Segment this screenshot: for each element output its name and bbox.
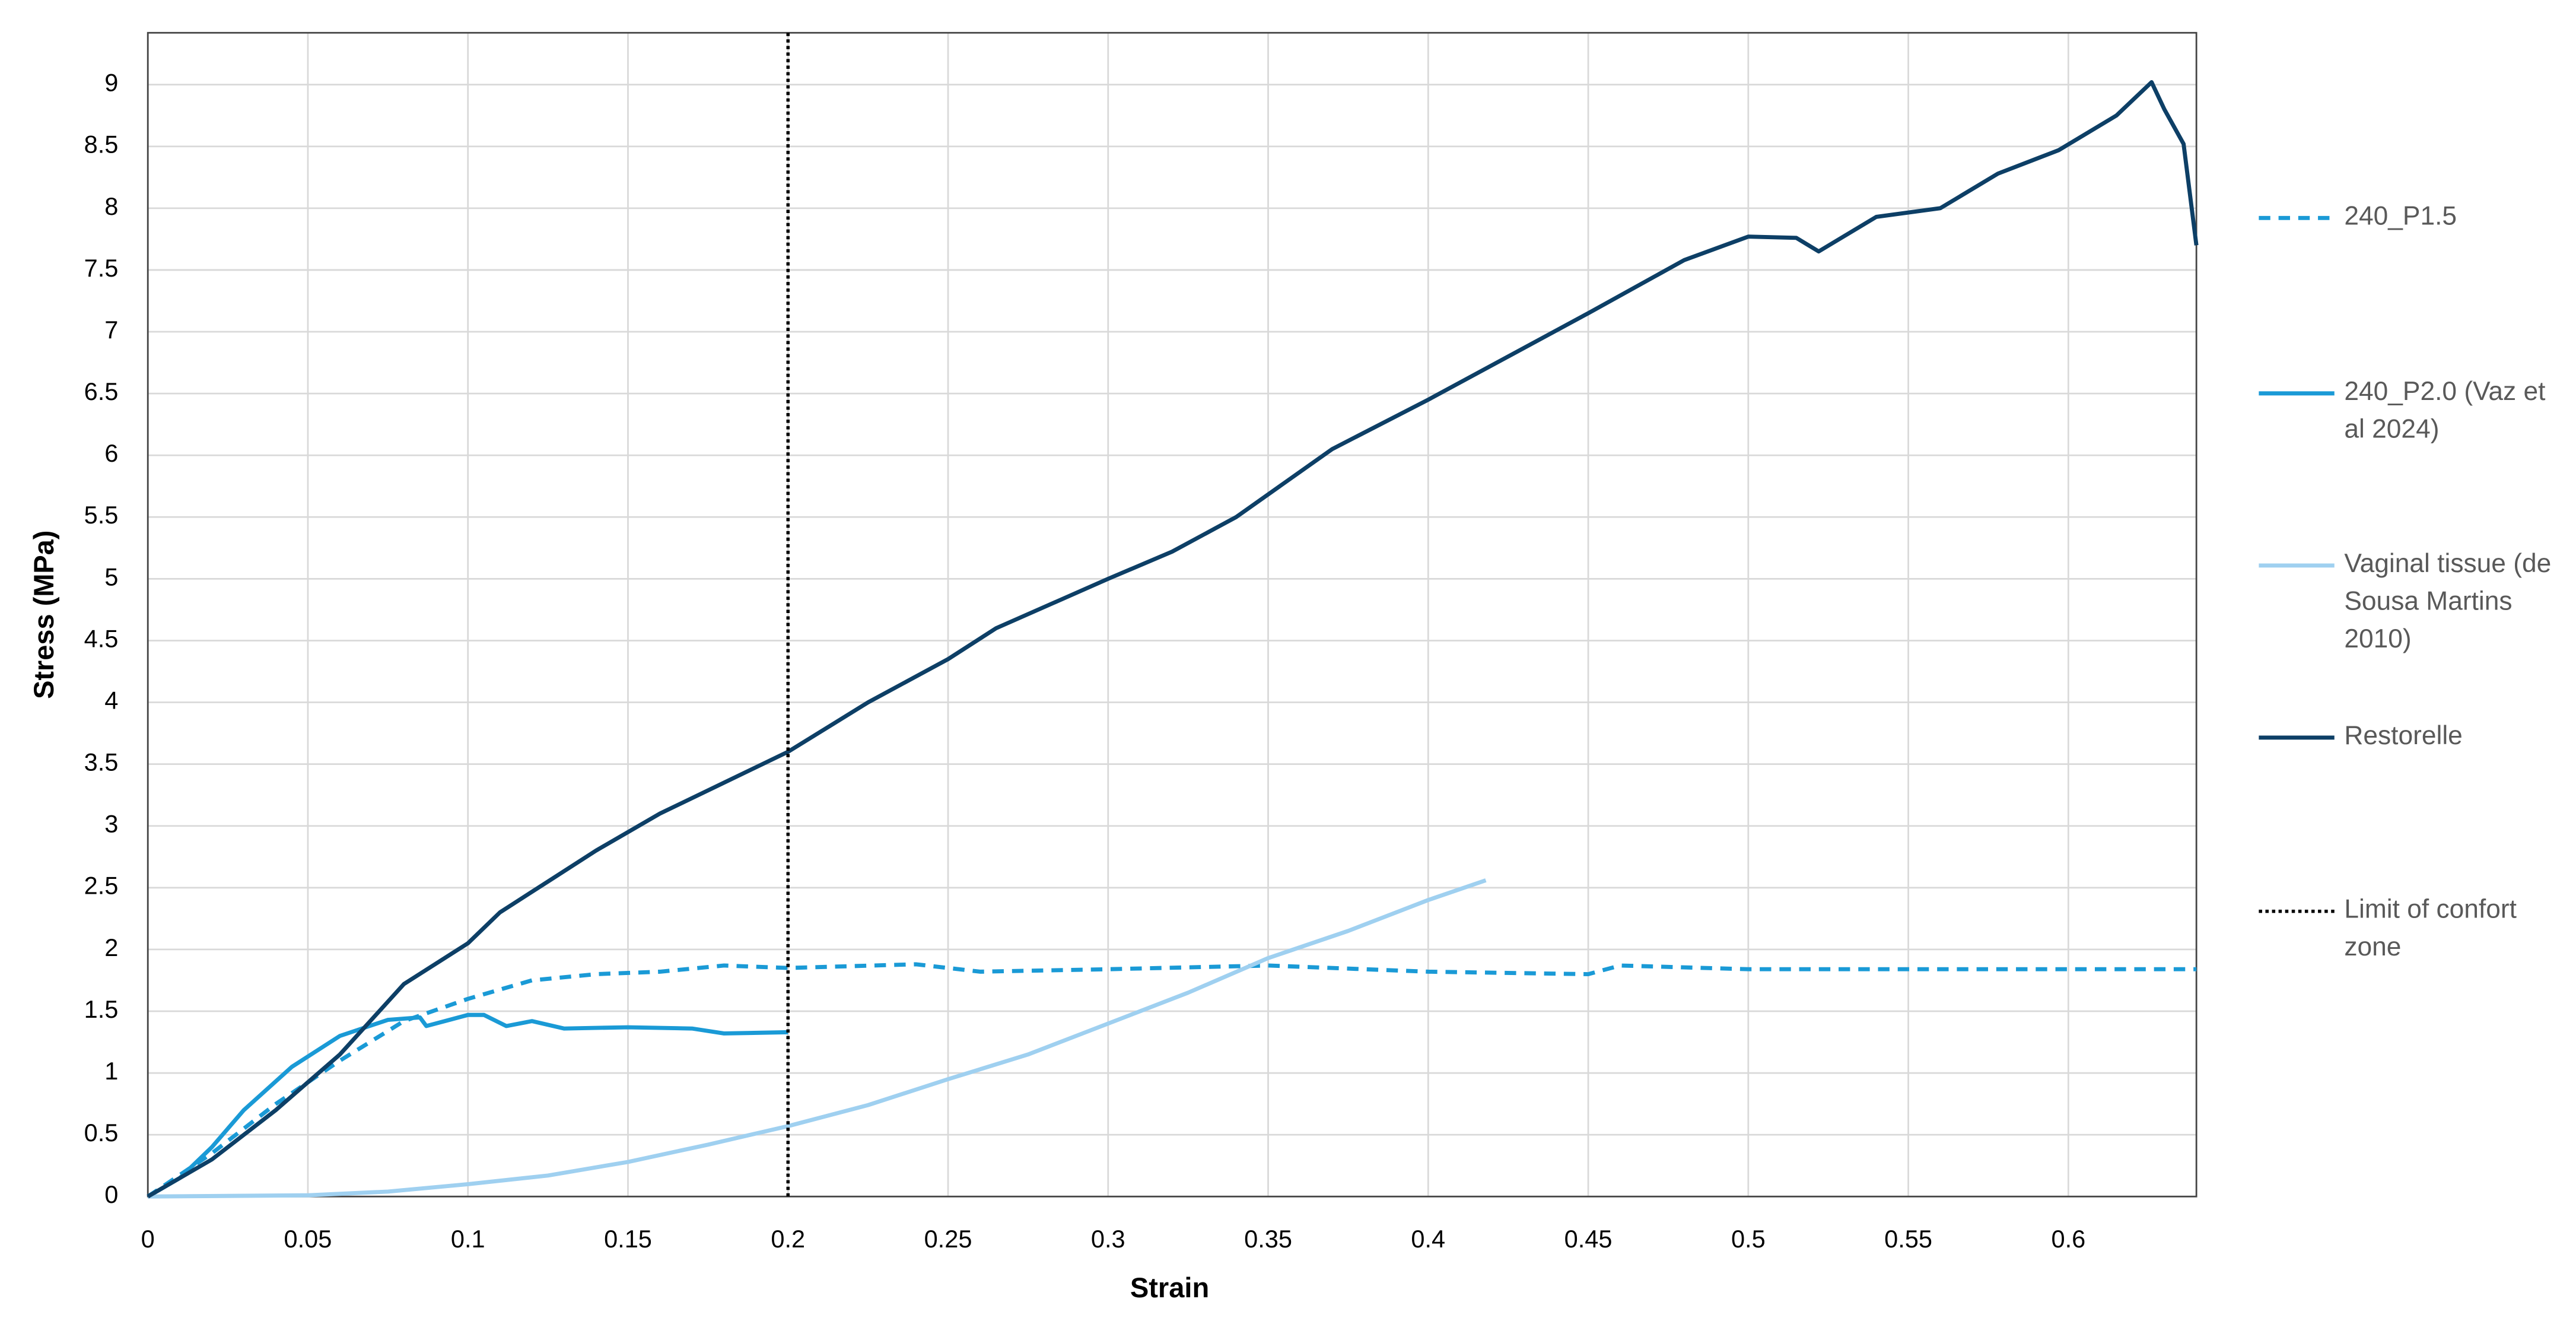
y-tick-label: 3	[104, 810, 118, 838]
x-tick-label: 0.55	[1884, 1225, 1932, 1253]
y-tick-label: 5.5	[84, 501, 119, 529]
series-line	[148, 878, 1487, 1199]
plot-frame	[147, 31, 2197, 1198]
legend-label: 240_P2.0 (Vaz et al 2024)	[2344, 379, 2546, 444]
y-tick-label: 0.5	[84, 1119, 119, 1147]
y-tick-label: 2.5	[84, 872, 119, 900]
x-tick-label: 0.15	[604, 1225, 652, 1253]
y-tick-label: 9	[104, 69, 118, 97]
x-tick-label: 0.2	[771, 1225, 805, 1253]
x-tick-label: 0.35	[1244, 1225, 1292, 1253]
y-tick-label: 1.5	[84, 995, 119, 1023]
x-axis-label: Strain	[1130, 1272, 1209, 1303]
series-line	[147, 962, 2197, 1199]
legend-label: 240_P1.5	[2344, 203, 2457, 231]
y-tick-label: 3.5	[84, 748, 119, 776]
legend-label: Limit of confort zone	[2344, 896, 2517, 963]
x-tick-label: 0.1	[451, 1225, 485, 1253]
y-tick-label: 1	[104, 1057, 118, 1085]
x-tick-label: 0.45	[1564, 1225, 1613, 1253]
y-tick-label: 6.5	[84, 377, 119, 405]
legend-label: Restorelle	[2344, 723, 2463, 751]
x-tick-label: 0.05	[284, 1225, 332, 1253]
x-tick-label: 0.4	[1411, 1225, 1445, 1253]
series-line	[147, 1012, 788, 1199]
y-tick-label: 7	[104, 316, 118, 344]
y-tick-label: 5	[104, 563, 118, 590]
y-tick-label: 4.5	[84, 624, 119, 652]
x-tick-label: 0.6	[2051, 1225, 2085, 1253]
x-tick-label: 0.5	[1731, 1225, 1766, 1253]
x-tick-label: 0.3	[1091, 1225, 1125, 1253]
legend-label: Vaginal tissue (de Sousa Martins 2010)	[2344, 551, 2552, 655]
y-tick-label: 8.5	[84, 131, 119, 158]
y-tick-label: 4	[104, 687, 118, 715]
x-tick-label: 0	[141, 1225, 155, 1253]
y-tick-label: 2	[104, 933, 118, 961]
x-tick-label: 0.25	[924, 1225, 972, 1253]
y-axis-label: Stress (MPa)	[28, 531, 59, 699]
y-tick-label: 8	[104, 192, 118, 220]
series-line	[147, 80, 2199, 1199]
y-tick-label: 6	[104, 439, 118, 467]
y-tick-label: 0	[104, 1180, 118, 1208]
y-tick-label: 7.5	[84, 254, 119, 282]
